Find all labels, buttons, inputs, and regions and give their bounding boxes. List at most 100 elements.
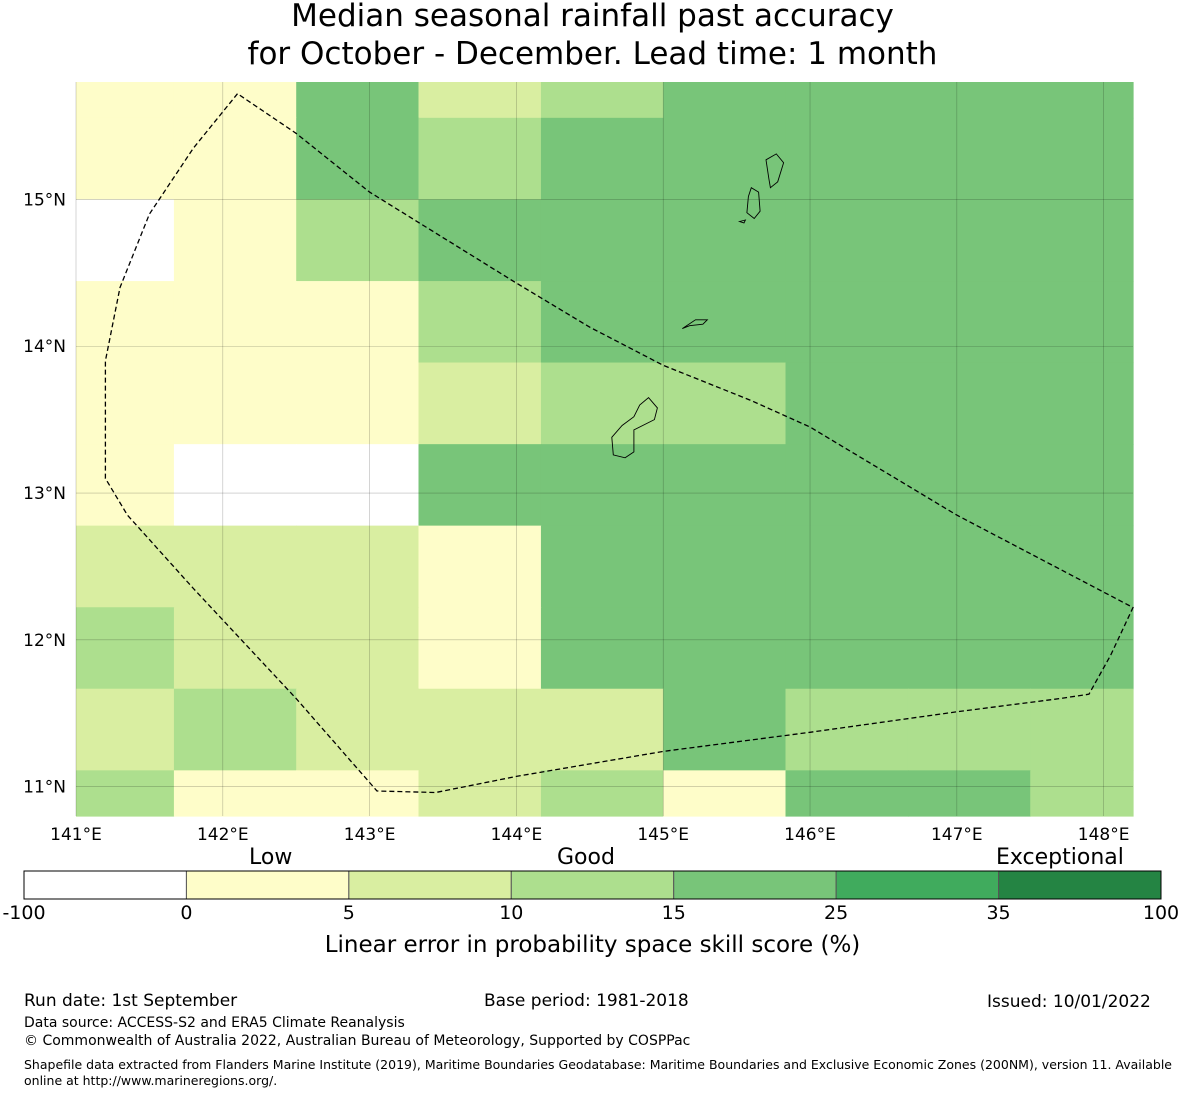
colorbar-word-low: Low: [249, 845, 293, 870]
shapefile-credit: Shapefile data extracted from Flanders M…: [24, 1057, 1172, 1088]
grid-cell: [785, 525, 909, 608]
grid-cell: [418, 525, 542, 608]
grid-cell: [418, 770, 542, 817]
colorbar-axis-label: Linear error in probability space skill …: [324, 932, 861, 958]
grid-cell: [76, 117, 175, 201]
skill-score-grid: [76, 82, 1134, 817]
grid-cell: [418, 199, 542, 282]
lat-tick-label: 13°N: [23, 484, 66, 504]
colorbar-tick-label: 35: [986, 902, 1011, 924]
grid-cell: [907, 525, 1031, 608]
grid-cell: [173, 525, 297, 608]
grid-cell: [76, 444, 175, 527]
lat-tick-label: 12°N: [23, 631, 66, 651]
grid-cell: [1030, 199, 1134, 282]
grid-cell: [76, 199, 175, 282]
grid-cell: [540, 770, 664, 817]
grid-cell: [1030, 444, 1134, 527]
island-outline-saipan-tinian: [765, 153, 785, 189]
map-title-line-2: for October - December. Lead time: 1 mon…: [247, 36, 938, 72]
grid-cell: [785, 444, 909, 527]
grid-cell: [663, 281, 787, 364]
copyright-notice: © Commonwealth of Australia 2022, Austra…: [24, 1033, 691, 1049]
grid-cell: [296, 199, 420, 282]
grid-cell: [540, 82, 664, 119]
grid-cell: [296, 444, 420, 527]
grid-cell: [418, 281, 542, 364]
grid-cell: [663, 525, 787, 608]
colorbar-segment: [835, 870, 1000, 900]
grid-cell: [540, 362, 664, 445]
colorbar-frame: [23, 870, 1162, 900]
data-source: Data source: ACCESS-S2 and ERA5 Climate …: [24, 1015, 405, 1031]
grid-cell: [907, 117, 1031, 201]
grid-cell: [173, 362, 297, 445]
colorbar-tick-label: 100: [1142, 902, 1180, 924]
colorbar-tick-label: -100: [2, 902, 46, 924]
grid-cell: [907, 199, 1031, 282]
grid-cell: [785, 199, 909, 282]
grid-cell: [76, 281, 175, 364]
colorbar-segment: [510, 870, 675, 900]
grid-cell: [540, 281, 664, 364]
grid-cell: [1030, 607, 1134, 690]
grid-cell: [173, 281, 297, 364]
colorbar-tick-label: 10: [499, 902, 524, 924]
grid-cell: [907, 281, 1031, 364]
colorbar-tick-label: 5: [342, 902, 355, 924]
lon-tick-label: 147°E: [931, 825, 983, 845]
grid-cell: [418, 688, 542, 771]
grid-cell: [76, 82, 175, 119]
lat-lon-gridlines: [75, 82, 1133, 816]
grid-cell: [296, 281, 420, 364]
grid-cell: [663, 770, 787, 817]
colorbar-segment: [23, 870, 187, 900]
grid-cell: [173, 688, 297, 771]
grid-cell: [540, 444, 664, 527]
colorbar-tick-label: 25: [824, 902, 849, 924]
grid-cell: [785, 688, 909, 771]
grid-cell: [418, 362, 542, 445]
island-outline-guam: [611, 396, 658, 459]
island-outline-rota: [682, 319, 709, 330]
grid-cell: [663, 607, 787, 690]
grid-cell: [785, 281, 909, 364]
grid-cell: [1030, 117, 1134, 201]
grid-cell: [418, 444, 542, 527]
lon-tick-label: 145°E: [637, 825, 689, 845]
grid-cell: [907, 607, 1031, 690]
grid-cell: [173, 770, 297, 817]
colorbar-segment: [673, 870, 837, 900]
lat-tick-label: 14°N: [23, 337, 66, 357]
grid-cell: [540, 688, 664, 771]
grid-cell: [907, 770, 1031, 817]
grid-cell: [1030, 525, 1134, 608]
grid-cell: [785, 82, 909, 119]
grid-cell: [1030, 688, 1134, 771]
colorbar-segment: [998, 870, 1162, 900]
colorbar-segment: [348, 870, 512, 900]
colorbar: [23, 870, 1162, 900]
map-title-line-1: Median seasonal rainfall past accuracy: [291, 0, 894, 34]
grid-cell: [907, 444, 1031, 527]
grid-cell: [173, 199, 297, 282]
grid-cell: [907, 82, 1031, 119]
lat-tick-label: 11°N: [23, 778, 66, 798]
lon-tick-label: 146°E: [784, 825, 836, 845]
lon-tick-label: 143°E: [344, 825, 396, 845]
colorbar-word-exceptional: Exceptional: [996, 845, 1124, 870]
grid-cell: [296, 770, 420, 817]
grid-cell: [296, 525, 420, 608]
grid-cell: [76, 770, 175, 817]
grid-cell: [540, 117, 664, 201]
grid-cell: [296, 117, 420, 201]
lon-tick-label: 141°E: [50, 825, 102, 845]
grid-cell: [1030, 82, 1134, 119]
lat-tick-label: 15°N: [23, 190, 66, 210]
grid-cell: [76, 688, 175, 771]
grid-cell: [418, 82, 542, 119]
grid-cell: [540, 199, 664, 282]
grid-cell: [173, 117, 297, 201]
lon-tick-label: 148°E: [1078, 825, 1130, 845]
